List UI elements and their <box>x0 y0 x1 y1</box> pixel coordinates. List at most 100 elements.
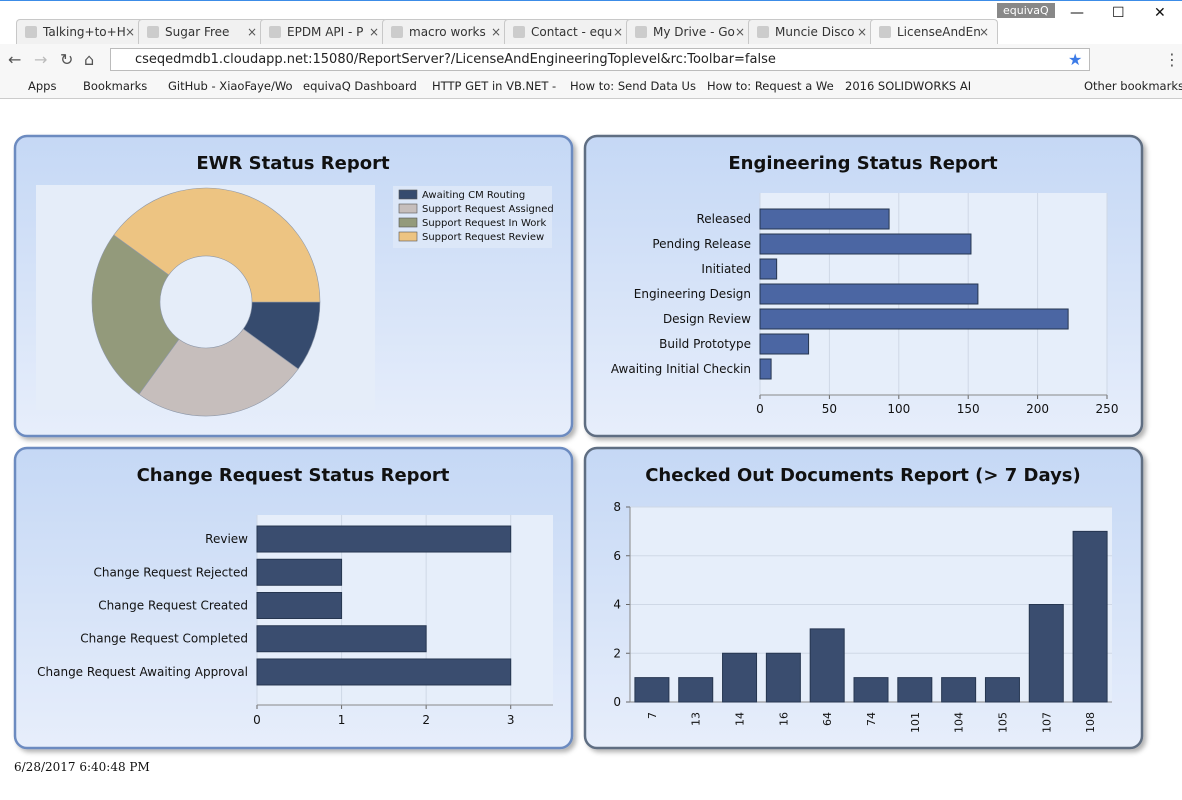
close-button[interactable]: ✕ <box>1154 5 1166 21</box>
y-tick-label: Engineering Design <box>634 287 751 301</box>
legend-label: Support Request Review <box>422 232 544 243</box>
bookmark[interactable]: How to: Send Data Us <box>570 79 696 93</box>
legend-box <box>393 186 552 248</box>
tab[interactable]: EPDM API - P <box>260 19 388 45</box>
y-tick-label: Change Request Rejected <box>93 565 248 579</box>
y-tick-label: 2 <box>613 646 621 660</box>
bar <box>722 652 758 703</box>
y-tick-label: Build Prototype <box>659 337 751 351</box>
bar <box>256 625 427 653</box>
legend-swatch <box>398 189 418 200</box>
home-button[interactable]: ⌂ <box>84 50 95 69</box>
profile-button[interactable]: equivaQ <box>997 3 1055 18</box>
tab[interactable]: macro works <box>382 19 510 45</box>
bar <box>256 525 512 553</box>
tab[interactable]: LicenseAndEn <box>870 19 998 45</box>
x-tick-label: 104 <box>953 712 966 733</box>
x-tick-label: 250 <box>1096 402 1119 416</box>
y-tick-label: Review <box>205 532 248 546</box>
bookmark[interactable]: Apps <box>28 79 57 93</box>
legend-label: Support Request In Work <box>422 218 547 229</box>
x-tick-label: 1 <box>338 713 346 727</box>
bar <box>759 208 890 230</box>
x-tick-label: 74 <box>865 712 878 726</box>
legend-swatch <box>398 203 418 214</box>
bookmark[interactable]: GitHub - XiaoFaye/Wo <box>168 79 293 93</box>
bar <box>759 283 979 305</box>
pie-slice <box>113 187 321 303</box>
x-tick-label: 3 <box>507 713 515 727</box>
pie-slice <box>138 328 299 417</box>
y-tick-label: Initiated <box>701 262 751 276</box>
legend-label: Support Request Assigned <box>422 204 554 215</box>
bar <box>941 677 977 703</box>
y-tick-label: 4 <box>613 598 621 612</box>
y-tick-label: Released <box>696 212 751 226</box>
x-tick-label: 200 <box>1026 402 1049 416</box>
bar <box>984 677 1020 703</box>
y-tick-label: Change Request Completed <box>80 632 248 646</box>
maximize-button[interactable]: ☐ <box>1112 5 1125 21</box>
bar <box>809 628 845 703</box>
chart-title: Change Request Status Report <box>137 465 450 486</box>
menu-button[interactable]: ⋮ <box>1164 50 1180 69</box>
x-tick-label: 107 <box>1040 712 1053 733</box>
tab[interactable]: Muncie Disco <box>748 19 876 45</box>
bar <box>759 308 1069 330</box>
address-bar[interactable]: cseqedmdb1.cloudapp.net:15080/ReportServ… <box>110 48 1090 71</box>
bar <box>853 677 889 703</box>
bookmark[interactable]: 2016 SOLIDWORKS AI <box>845 79 972 93</box>
bar <box>256 558 343 586</box>
y-tick-label: 6 <box>613 549 621 563</box>
back-button[interactable]: ← <box>8 50 22 69</box>
x-tick-label: 101 <box>909 712 922 733</box>
bar <box>759 333 810 355</box>
address-row: ← → ↻ ⌂ cseqedmdb1.cloudapp.net:15080/Re… <box>0 44 1182 76</box>
tab[interactable]: Contact - equ <box>504 19 632 45</box>
tab[interactable]: Sugar Free <box>138 19 266 45</box>
bar <box>759 358 772 380</box>
x-tick-label: 13 <box>690 712 703 726</box>
y-tick-label: Change Request Awaiting Approval <box>37 665 248 679</box>
x-tick-label: 2 <box>422 713 430 727</box>
bookmarks-bar: Apps Bookmarks GitHub - XiaoFaye/Wo equi… <box>0 76 1182 99</box>
star-button[interactable]: ★ <box>1068 50 1083 69</box>
x-tick-label: 105 <box>996 712 1009 733</box>
bookmark[interactable]: How to: Request a We <box>707 79 834 93</box>
bar <box>1028 604 1064 703</box>
x-tick-label: 14 <box>734 712 747 726</box>
tab[interactable]: My Drive - Go <box>626 19 754 45</box>
chart-title: Engineering Status Report <box>728 153 998 174</box>
y-tick-label: Pending Release <box>652 237 751 251</box>
x-tick-label: 108 <box>1084 712 1097 733</box>
forward-button[interactable]: → <box>34 50 48 69</box>
x-tick-label: 7 <box>646 712 659 719</box>
bar <box>759 258 778 280</box>
bar <box>256 592 343 619</box>
timestamp: 6/28/2017 6:40:48 PM <box>14 760 150 774</box>
x-tick-label: 100 <box>887 402 910 416</box>
bookmark[interactable]: Bookmarks <box>83 79 148 93</box>
pie-slice <box>91 234 180 395</box>
browser-chrome: Talking+to+H Sugar Free EPDM API - P mac… <box>0 0 1182 99</box>
x-tick-label: 0 <box>253 713 261 727</box>
bookmark[interactable]: equivaQ Dashboard <box>303 79 417 93</box>
bar <box>759 233 972 255</box>
y-tick-label: 0 <box>613 695 621 709</box>
x-tick-label: 0 <box>756 402 764 416</box>
tab[interactable]: Talking+to+H <box>16 19 144 45</box>
bookmark[interactable]: HTTP GET in VB.NET - <box>432 79 557 93</box>
chart-title: Checked Out Documents Report (> 7 Days) <box>645 465 1081 486</box>
bookmark[interactable]: Other bookmarks <box>1084 79 1182 93</box>
bar <box>1072 530 1108 703</box>
bar <box>897 677 933 703</box>
legend-swatch <box>398 217 418 228</box>
bar <box>634 677 670 703</box>
bar <box>256 658 512 686</box>
legend-label: Awaiting CM Routing <box>422 190 525 201</box>
y-tick-label: Awaiting Initial Checkin <box>611 362 751 376</box>
minimize-button[interactable]: — <box>1070 5 1084 21</box>
reload-button[interactable]: ↻ <box>60 50 74 69</box>
bar <box>678 677 714 703</box>
